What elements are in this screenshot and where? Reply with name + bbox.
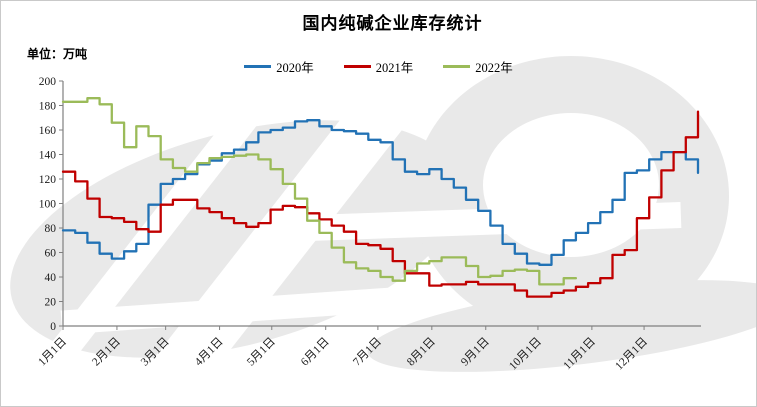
- svg-text:3月1日: 3月1日: [139, 336, 172, 369]
- svg-text:10月1日: 10月1日: [507, 336, 544, 373]
- legend-line-icon-2020: [244, 65, 272, 68]
- svg-text:6月1日: 6月1日: [299, 336, 332, 369]
- y-axis-tick-labels: 0 20 40 60 80 100 120 140 160 180 200: [39, 76, 57, 333]
- unit-label: 单位：万吨: [27, 47, 88, 61]
- svg-text:5月1日: 5月1日: [245, 336, 278, 369]
- axis-lines: [59, 80, 701, 330]
- x-axis-tick-labels: 1月1日 2月1日 3月1日 4月1日 5月1日 6月1日 7月1日 8月1日 9月1日 10月1…: [36, 336, 650, 373]
- legend-line-icon-2022: [443, 65, 471, 68]
- svg-text:8月1日: 8月1日: [405, 336, 438, 369]
- svg-text:1月1日: 1月1日: [36, 336, 69, 369]
- svg-text:12月1日: 12月1日: [613, 336, 650, 373]
- legend-label-2020: 2020年: [276, 61, 314, 75]
- svg-text:120: 120: [39, 174, 57, 186]
- chart-title: 国内纯碱企业库存统计: [302, 14, 483, 33]
- watermark-stripe: [285, 202, 682, 242]
- svg-text:180: 180: [39, 101, 57, 113]
- legend-label-2022: 2022年: [475, 61, 513, 75]
- watermark-stripe: [60, 283, 452, 335]
- legend-item-2022: 2022年: [443, 57, 513, 76]
- watermark-stripe: [6, 100, 263, 406]
- legend-label-2021: 2021年: [375, 61, 414, 75]
- legend-item-2020: 2020年: [244, 57, 314, 76]
- svg-text:4月1日: 4月1日: [193, 336, 226, 369]
- watermark-ring-right: [413, 56, 730, 336]
- svg-text:9月1日: 9月1日: [459, 336, 492, 369]
- legend-item-2021: 2021年: [343, 57, 414, 76]
- legend: 2020年 2021年 2022年: [1, 57, 756, 76]
- svg-text:20: 20: [45, 297, 57, 309]
- svg-text:160: 160: [39, 125, 57, 137]
- svg-text:11月1日: 11月1日: [561, 336, 598, 373]
- series-lines: [61, 97, 700, 298]
- svg-text:0: 0: [50, 321, 56, 333]
- svg-text:100: 100: [39, 199, 57, 211]
- watermark-stripe: [123, 58, 432, 406]
- svg-text:80: 80: [45, 223, 57, 235]
- svg-text:2月1日: 2月1日: [90, 336, 123, 369]
- svg-text:7月1日: 7月1日: [351, 336, 384, 369]
- svg-text:140: 140: [39, 150, 57, 162]
- legend-line-icon-2021: [343, 65, 371, 68]
- svg-text:200: 200: [39, 76, 57, 88]
- svg-text:60: 60: [45, 248, 57, 260]
- svg-text:40: 40: [45, 272, 57, 284]
- watermark-stripes: [6, 58, 682, 406]
